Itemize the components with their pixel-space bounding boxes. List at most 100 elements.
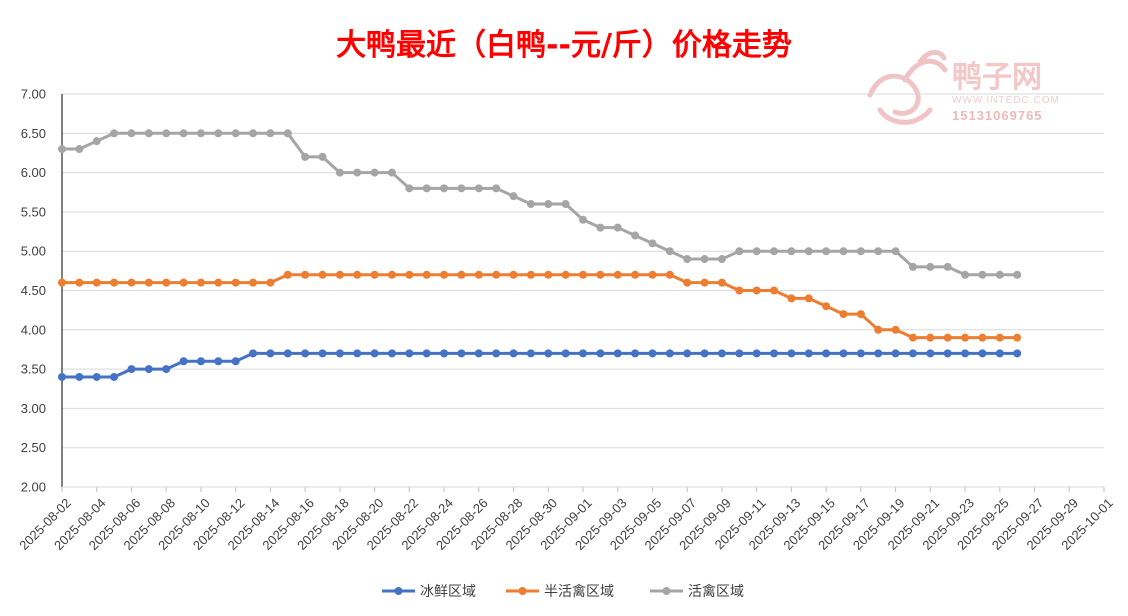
- legend-item: 冰鲜区域: [382, 584, 476, 600]
- data-point: [58, 278, 66, 287]
- data-point: [561, 200, 570, 209]
- data-point: [92, 372, 101, 381]
- data-point: [492, 270, 501, 279]
- data-point: [752, 247, 761, 256]
- series-3: [58, 129, 1022, 279]
- y-tick-label: 5.50: [21, 204, 46, 219]
- data-point: [301, 349, 310, 358]
- y-tick-label: 6.50: [21, 126, 46, 141]
- data-point: [405, 184, 414, 193]
- data-point: [214, 278, 223, 287]
- data-point: [596, 349, 605, 358]
- data-point: [717, 349, 726, 358]
- data-point: [58, 372, 66, 381]
- data-point: [874, 247, 883, 256]
- data-point: [700, 349, 709, 358]
- legend-item: 半活禽区域: [506, 583, 614, 600]
- data-point: [75, 372, 84, 381]
- data-point: [509, 349, 518, 358]
- data-point: [717, 278, 726, 287]
- data-point: [544, 349, 553, 358]
- data-point: [405, 270, 414, 279]
- data-point: [266, 129, 275, 138]
- data-point: [665, 247, 674, 256]
- data-point: [474, 270, 483, 279]
- data-point: [856, 247, 865, 256]
- data-point: [422, 349, 431, 358]
- data-point: [839, 310, 848, 319]
- data-point: [926, 262, 935, 271]
- data-point: [110, 129, 119, 138]
- data-point: [839, 349, 848, 358]
- data-point: [891, 349, 900, 358]
- data-point: [822, 302, 831, 311]
- legend: 冰鲜区域 半活禽区域 活禽区域: [382, 583, 744, 600]
- data-point: [144, 129, 153, 138]
- data-point: [995, 270, 1004, 279]
- axes: [61, 94, 1104, 488]
- data-point: [387, 349, 396, 358]
- data-point: [804, 294, 813, 303]
- data-point: [579, 270, 587, 279]
- data-point: [804, 247, 813, 256]
- data-point: [752, 286, 761, 295]
- watermark-site: WWW.INTEDC.COM: [952, 95, 1060, 106]
- data-point: [752, 349, 761, 358]
- legend-label: 活禽区域: [688, 583, 744, 600]
- data-point: [995, 333, 1004, 342]
- data-point: [75, 145, 84, 154]
- x-axis-ticks: 2025-08-022025-08-042025-08-062025-08-08…: [16, 487, 1116, 553]
- data-point: [457, 184, 466, 193]
- data-point: [231, 129, 240, 138]
- watermark: 鸭子网 WWW.INTEDC.COM 15131069765: [867, 50, 1060, 125]
- data-point: [318, 270, 327, 279]
- data-point: [474, 184, 483, 193]
- data-point: [370, 349, 379, 358]
- data-point: [579, 349, 587, 358]
- legend-item: 活禽区域: [650, 583, 744, 600]
- data-point: [509, 270, 518, 279]
- data-point: [908, 333, 917, 342]
- data-point: [978, 349, 987, 358]
- data-point: [353, 349, 362, 358]
- data-point: [283, 129, 292, 138]
- data-point: [648, 239, 657, 248]
- data-point: [283, 270, 292, 279]
- data-point: [631, 231, 640, 240]
- y-tick-label: 2.00: [21, 480, 46, 495]
- data-point: [440, 349, 449, 358]
- gridlines: [62, 93, 1104, 488]
- y-tick-label: 7.00: [21, 87, 46, 102]
- data-point: [874, 349, 883, 358]
- series-line: [62, 273, 1018, 340]
- y-tick-label: 6.00: [21, 165, 46, 180]
- data-point: [943, 333, 952, 342]
- data-point: [961, 270, 970, 279]
- data-point: [162, 129, 171, 138]
- data-point: [509, 192, 518, 201]
- data-point: [249, 129, 258, 138]
- watermark-brand: 鸭子网: [952, 60, 1042, 95]
- y-tick-label: 2.50: [21, 440, 46, 455]
- data-point: [717, 255, 726, 264]
- data-point: [492, 349, 501, 358]
- data-point: [735, 349, 744, 358]
- data-point: [770, 286, 779, 295]
- data-point: [787, 349, 796, 358]
- data-point: [613, 270, 622, 279]
- data-point: [1013, 270, 1022, 279]
- data-point: [544, 270, 553, 279]
- data-point: [943, 349, 952, 358]
- data-point: [249, 349, 258, 358]
- data-point: [301, 270, 310, 279]
- data-point: [648, 349, 657, 358]
- data-point: [891, 247, 900, 256]
- data-point: [179, 129, 188, 138]
- data-point: [266, 349, 275, 358]
- data-point: [839, 247, 848, 256]
- data-point: [92, 137, 101, 146]
- data-point: [700, 255, 709, 264]
- y-tick-label: 4.00: [21, 322, 46, 337]
- data-point: [335, 270, 344, 279]
